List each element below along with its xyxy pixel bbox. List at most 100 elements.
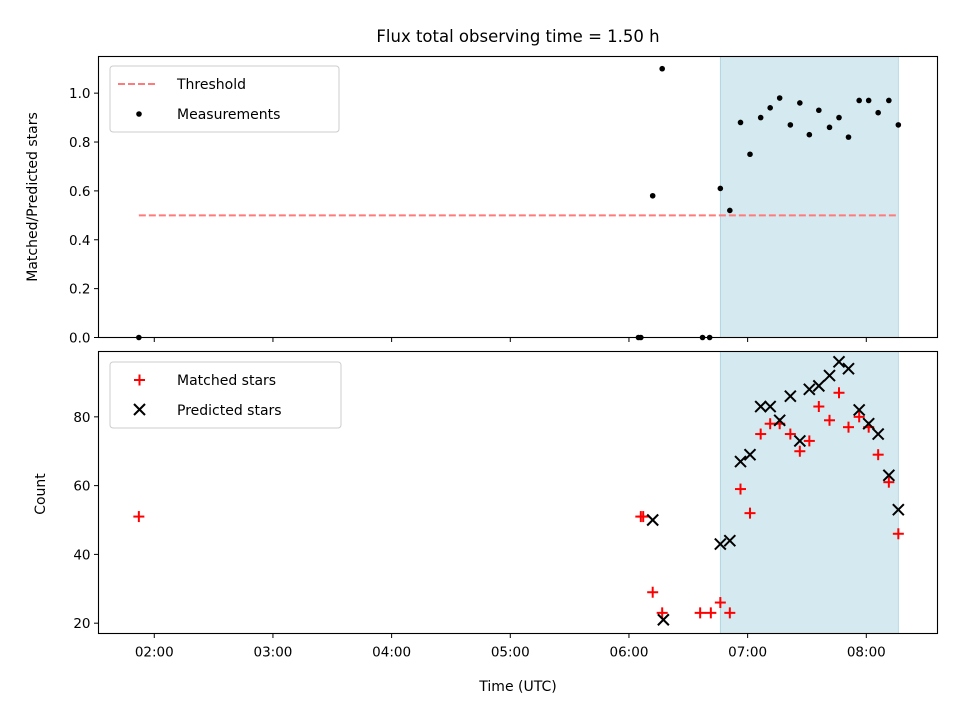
measurement-point (816, 107, 822, 114)
predicted-star-point (723, 534, 737, 547)
matched-star-point (892, 528, 904, 540)
predicted-star-point (754, 400, 767, 413)
measurement-point (767, 105, 773, 111)
measurement-point (865, 97, 872, 104)
predicted-star-point (714, 537, 727, 551)
predicted-star-point (743, 448, 757, 461)
bottom-legend-box (109, 361, 342, 429)
top-axes-frame (97, 55, 939, 339)
measurement-point (747, 151, 753, 158)
top-y-tick-label: 0.2 (69, 282, 90, 298)
matched-star-point (637, 511, 649, 523)
predicted-star-point (763, 400, 777, 413)
x-tick-label: 07:00 (728, 645, 767, 661)
legend-predicted-swatch (133, 403, 146, 416)
measurement-point (757, 114, 764, 121)
bottom-panel: 20 40 60 80 02:00 03:00 04:00 05:00 06:00 07:00 0… (33, 350, 939, 695)
top-y-tick-label: 0.6 (69, 184, 90, 200)
chart-title: Flux total observing time = 1.50 h (376, 27, 659, 46)
predicted-star-point (646, 513, 659, 527)
measurement-point (727, 207, 733, 214)
predicted-star-point (882, 469, 896, 482)
predicted-star-point (812, 379, 826, 393)
legend-threshold-label: Threshold (176, 77, 246, 93)
matched-star-point (794, 445, 806, 457)
top-legend: Threshold Measurements (109, 65, 340, 133)
x-tick-label: 08:00 (847, 645, 886, 661)
top-legend-box (109, 65, 340, 133)
matched-star-point (803, 435, 815, 447)
measurement-point (659, 65, 665, 72)
legend-matched-label: Matched stars (177, 373, 276, 389)
predicted-star-point (852, 403, 866, 417)
matched-star-point (744, 507, 756, 519)
legend-matched-swatch (134, 374, 145, 386)
matched-star-point (833, 387, 845, 399)
x-tick-label: 04:00 (372, 645, 411, 661)
measurement-point (737, 119, 744, 126)
predicted-star-point (803, 383, 816, 396)
top-panel: 0.0 0.2 0.4 0.6 0.8 1.0 Flux total observing … (25, 27, 939, 347)
measurement-point (806, 131, 813, 138)
predicted-star-point (862, 417, 875, 430)
matched-star-point (714, 597, 726, 609)
bottom-y-tick-label: 40 (73, 547, 90, 563)
matched-star-point (853, 411, 865, 423)
measurement-point (895, 122, 902, 128)
matched-star-point (705, 607, 717, 619)
measurement-point (826, 124, 833, 131)
measurement-point (875, 109, 881, 116)
matched-star-point (883, 476, 895, 488)
measurement-point (797, 100, 803, 106)
predicted-star-point (773, 414, 786, 427)
legend-measurements-swatch (136, 111, 142, 117)
measurement-point (845, 134, 852, 140)
predicted-star-point (657, 613, 670, 626)
measurement-point (776, 95, 783, 101)
x-tick-label: 05:00 (491, 645, 530, 661)
bottom-legend: Matched stars Predicted stars (109, 361, 342, 429)
bottom-axes-frame (97, 350, 939, 635)
measurement-point (787, 122, 794, 128)
predicted-star-point (871, 427, 885, 441)
matched-star-point (872, 449, 884, 461)
matched-star-point (656, 607, 668, 619)
measurement-point (649, 192, 656, 199)
predicted-star-point (784, 390, 797, 403)
predicted-star-point (734, 455, 747, 468)
x-tick-label: 06:00 (610, 645, 649, 661)
measurement-point (856, 97, 862, 104)
legend-predicted-label: Predicted stars (177, 403, 282, 419)
x-tick-label: 03:00 (253, 645, 292, 661)
top-highlight-span (719, 56, 899, 338)
measurement-point (717, 185, 724, 192)
top-y-tick-label: 0.8 (69, 135, 90, 151)
top-y-tick-label: 0.4 (69, 233, 90, 249)
bottom-y-tick-label: 20 (73, 616, 90, 632)
bottom-y-axis-label: Count (33, 473, 49, 515)
predicted-star-point (823, 369, 836, 382)
bottom-y-tick-label: 60 (73, 479, 90, 495)
matched-star-point (764, 418, 776, 430)
bottom-y-tick-label: 80 (73, 410, 90, 426)
predicted-star-point (832, 355, 846, 369)
matched-star-point (694, 607, 706, 619)
x-axis-label: Time (UTC) (478, 679, 556, 695)
predicted-star-point (842, 362, 855, 375)
top-y-tick-label: 1.0 (69, 86, 90, 102)
x-tick-label: 02:00 (135, 645, 174, 661)
measurement-point (886, 97, 892, 104)
matched-star-point (755, 428, 767, 440)
predicted-star-point (793, 434, 807, 448)
top-y-tick-label: 0.0 (69, 331, 90, 347)
measurement-point (836, 114, 842, 121)
matched-star-point (735, 483, 747, 495)
matched-star-point (784, 428, 796, 440)
matched-star-point (724, 607, 736, 619)
legend-measurements-label: Measurements (177, 107, 280, 123)
bottom-highlight-span (719, 351, 899, 634)
matched-star-point (133, 511, 145, 523)
matched-star-point (842, 421, 854, 433)
predicted-star-point (892, 503, 905, 516)
